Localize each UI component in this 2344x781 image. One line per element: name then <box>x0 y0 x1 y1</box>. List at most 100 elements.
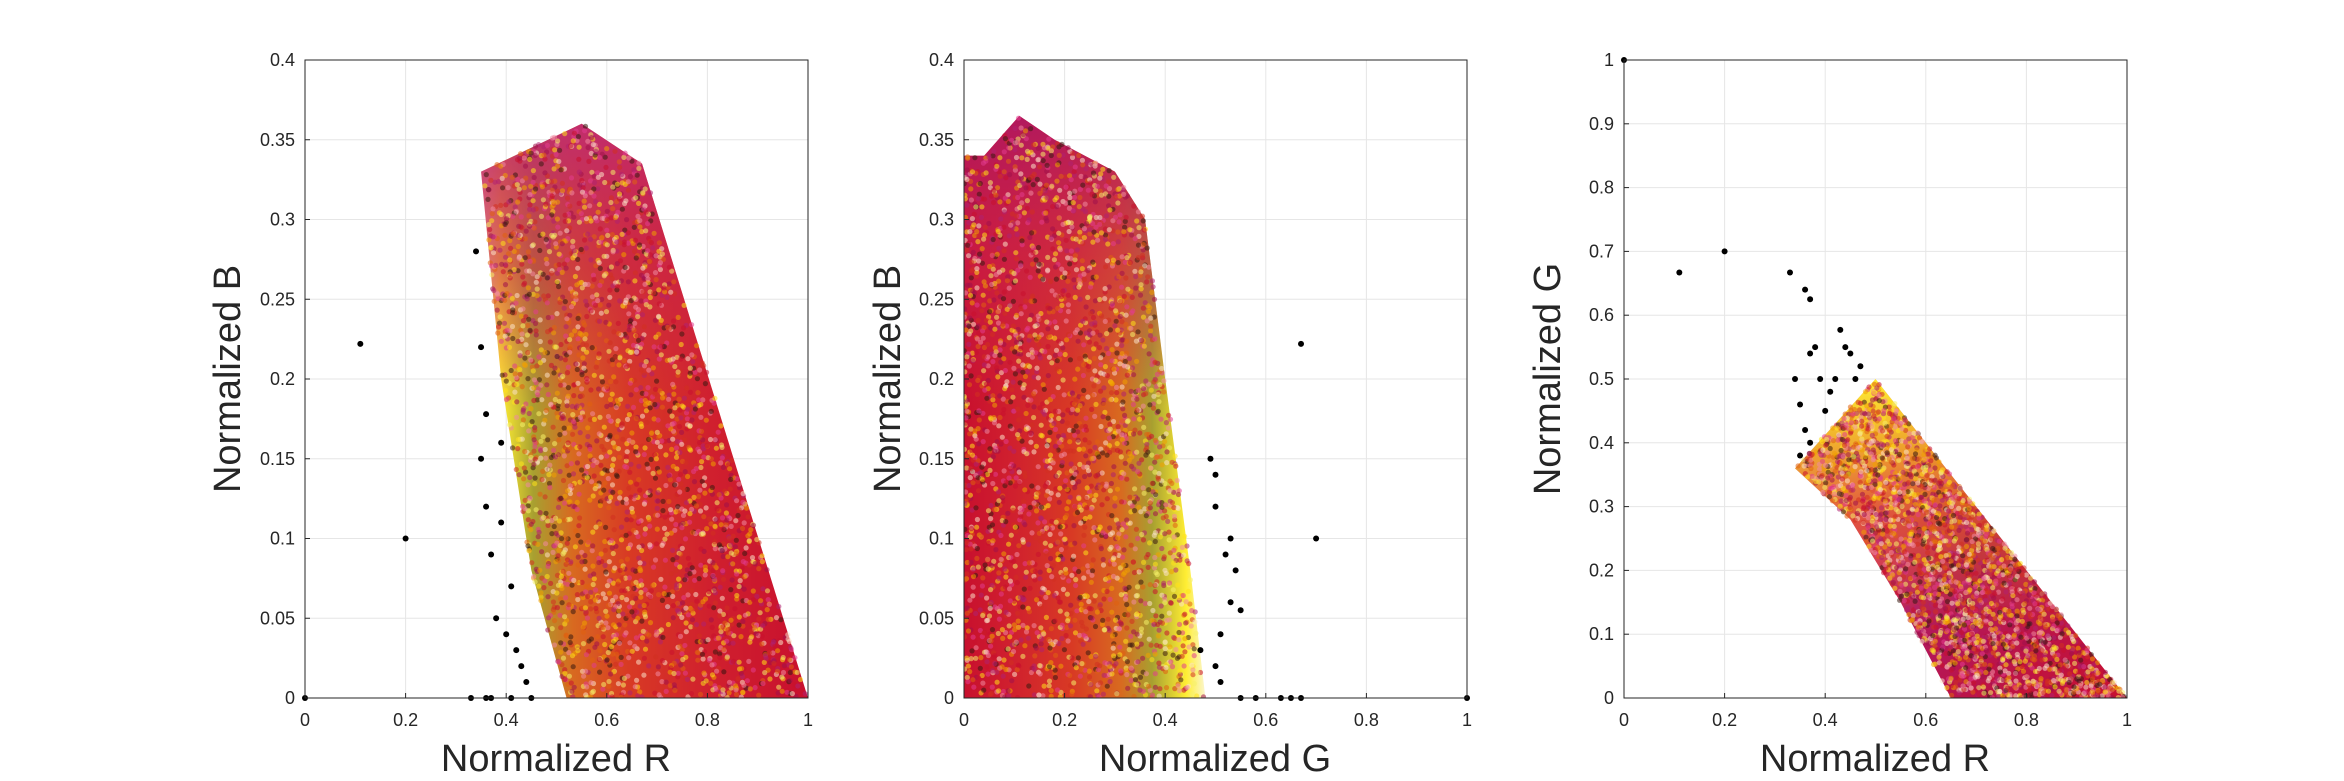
data-point <box>638 298 644 304</box>
data-point <box>578 211 584 217</box>
data-point <box>1067 173 1073 179</box>
data-point <box>611 638 617 644</box>
data-point <box>559 600 565 606</box>
data-point <box>1081 271 1087 277</box>
data-point <box>630 439 636 445</box>
data-point <box>781 663 788 669</box>
data-point <box>1040 158 1046 164</box>
data-point <box>690 676 696 682</box>
data-point <box>1155 633 1161 639</box>
data-point <box>661 285 667 291</box>
data-point <box>1090 557 1096 563</box>
data-point <box>545 563 551 569</box>
data-point <box>702 381 709 387</box>
data-point <box>1194 693 1200 698</box>
data-point <box>985 617 991 623</box>
data-point <box>1061 392 1067 398</box>
data-point <box>527 202 533 208</box>
data-point <box>651 344 657 350</box>
data-point <box>539 397 545 403</box>
data-point <box>711 586 718 592</box>
data-point <box>968 466 974 472</box>
data-point <box>564 228 570 234</box>
data-point <box>1109 585 1115 592</box>
data-point <box>1081 532 1087 538</box>
data-point <box>967 229 973 235</box>
data-point <box>563 324 569 330</box>
data-point <box>706 589 712 595</box>
data-point <box>980 680 986 686</box>
data-point <box>563 535 569 541</box>
data-point <box>1109 633 1116 639</box>
data-point <box>509 445 516 451</box>
data-point <box>628 298 634 304</box>
data-point <box>614 239 620 245</box>
data-point <box>672 687 678 694</box>
data-point <box>1119 254 1125 260</box>
data-point <box>969 350 976 356</box>
data-point <box>974 302 980 308</box>
data-point <box>1062 351 1068 358</box>
data-point <box>666 396 672 402</box>
data-point <box>545 615 552 621</box>
data-point <box>1027 430 1033 436</box>
data-point <box>630 342 637 348</box>
data-point <box>970 288 976 294</box>
data-point <box>643 302 649 308</box>
data-point <box>1063 318 1069 324</box>
data-point <box>679 525 685 531</box>
data-point <box>656 287 662 293</box>
data-point <box>1089 572 1095 578</box>
data-point <box>720 553 726 560</box>
data-point <box>1093 341 1099 347</box>
data-point <box>1162 567 1168 573</box>
data-point <box>506 422 513 428</box>
data-point <box>1049 288 1055 294</box>
data-point <box>628 461 634 467</box>
x-tick-label: 1 <box>803 710 813 730</box>
data-point <box>514 157 521 163</box>
data-point <box>589 294 596 300</box>
data-point <box>712 600 719 606</box>
data-point <box>551 472 557 478</box>
data-point <box>592 302 599 308</box>
data-point <box>1046 136 1052 142</box>
data-point <box>678 341 684 348</box>
data-point <box>1098 171 1104 177</box>
data-point <box>634 349 640 355</box>
data-point <box>509 323 516 330</box>
data-point <box>539 549 545 555</box>
data-point <box>1025 635 1031 641</box>
data-point <box>582 123 589 129</box>
data-point <box>638 567 644 574</box>
data-point <box>1152 437 1158 443</box>
data-point <box>747 531 753 537</box>
data-point <box>665 423 671 429</box>
data-point <box>1032 653 1038 659</box>
data-point <box>639 341 645 347</box>
data-point <box>538 590 544 596</box>
data-point <box>964 617 969 623</box>
data-point <box>1072 188 1078 194</box>
data-point <box>792 655 798 661</box>
data-point <box>639 312 646 318</box>
data-point <box>682 670 689 676</box>
data-point <box>622 264 628 270</box>
data-point <box>1120 521 1126 527</box>
data-point <box>560 568 566 574</box>
data-point <box>575 265 581 271</box>
data-point <box>1192 609 1198 615</box>
data-point <box>533 332 539 338</box>
data-point <box>620 611 626 617</box>
data-point <box>563 595 569 601</box>
data-point <box>576 491 582 497</box>
data-point <box>613 472 620 478</box>
data-point <box>729 621 735 627</box>
data-point <box>750 597 757 603</box>
data-point <box>1063 237 1069 243</box>
data-point <box>599 470 605 476</box>
data-point <box>969 507 975 513</box>
data-point <box>984 557 991 563</box>
data-point <box>565 385 572 391</box>
data-point <box>688 447 694 453</box>
